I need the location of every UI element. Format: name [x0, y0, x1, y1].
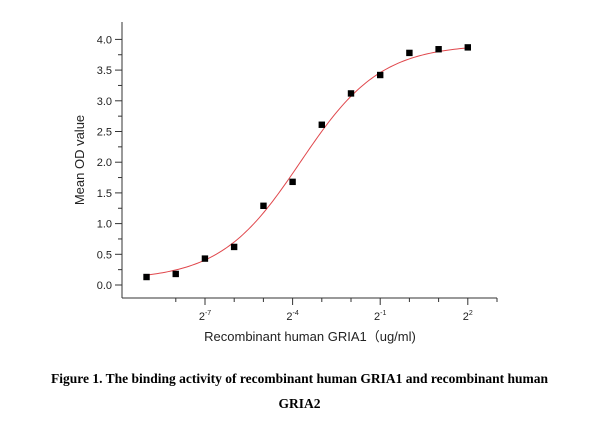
data-point [435, 46, 442, 53]
data-point [377, 71, 384, 79]
y-tick-label: 0.5 [97, 249, 112, 261]
data-points [143, 44, 471, 281]
x-tick-label: 2-7 [199, 310, 211, 323]
x-tick-label: 22 [463, 310, 473, 323]
x-tick-label: 2-1 [374, 310, 386, 323]
y-tick-label: 1.5 [97, 188, 112, 200]
data-point [289, 178, 296, 186]
y-tick-label: 3.0 [97, 96, 112, 108]
binding-activity-chart: 0.00.51.01.52.02.53.03.54.0 2-7 2-4 2-1 22 … [72, 22, 498, 344]
y-axis-label: Mean OD value [72, 115, 87, 205]
caption-line-2: GRIA2 [278, 396, 321, 411]
y-tick-label: 4.0 [97, 34, 112, 46]
data-point [260, 202, 267, 209]
x-tick-label: 2-4 [286, 310, 298, 323]
y-tick-label: 1.0 [97, 219, 112, 231]
caption-line-1: Figure 1. The binding activity of recomb… [50, 371, 549, 386]
plot-area: 0.0 0.5 1.0 1.5 2.0 2.5 3.0 3.5 4.0 2-7 2-4 2-1 22 [97, 22, 498, 323]
data-point [143, 273, 150, 281]
y-tick-label: 2.0 [97, 157, 112, 169]
data-point [172, 270, 179, 278]
x-axis-ticks: 2-7 2-4 2-1 22 [175, 298, 498, 323]
y-tick-label: 0.0 [97, 280, 112, 292]
x-axis-label: Recombinant human GRIA1（ug/ml) [204, 329, 416, 344]
data-point [318, 121, 325, 128]
fit-curve [146, 47, 468, 276]
y-tick-label: 2.5 [97, 127, 112, 139]
y-tick-label: 3.5 [97, 65, 112, 77]
data-point [464, 44, 471, 51]
data-point [347, 90, 355, 97]
data-point [230, 243, 238, 251]
data-point [406, 49, 413, 57]
figure-caption: Figure 1. The binding activity of recomb… [0, 366, 599, 416]
y-axis-ticks: 0.0 0.5 1.0 1.5 2.0 2.5 3.0 3.5 4.0 [97, 34, 122, 292]
data-point [201, 255, 209, 262]
